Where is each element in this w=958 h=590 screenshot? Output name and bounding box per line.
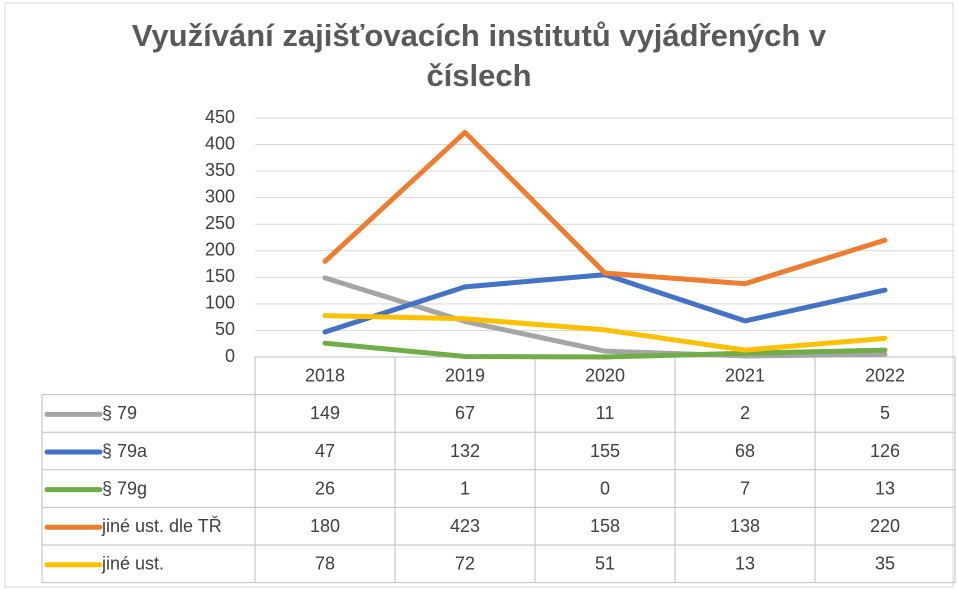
table-value: 2 bbox=[740, 403, 750, 423]
table-value: 35 bbox=[875, 554, 895, 574]
table-value: 423 bbox=[450, 516, 480, 536]
table-value: 68 bbox=[735, 441, 755, 461]
legend-label: jiné ust. bbox=[101, 554, 164, 574]
legend-label: § 79g bbox=[102, 478, 147, 498]
table-value: 26 bbox=[315, 478, 335, 498]
table-value: 149 bbox=[310, 403, 340, 423]
table-value: 7 bbox=[740, 478, 750, 498]
chart-border bbox=[4, 2, 954, 588]
legend-label: jiné ust. dle TŘ bbox=[101, 516, 222, 536]
x-tick-label: 2018 bbox=[305, 366, 345, 386]
legend-label: § 79a bbox=[102, 441, 148, 461]
y-tick-label: 200 bbox=[205, 240, 235, 260]
table-value: 0 bbox=[600, 478, 610, 498]
y-tick-label: 50 bbox=[215, 319, 235, 339]
table-value: 180 bbox=[310, 516, 340, 536]
table-value: 67 bbox=[455, 403, 475, 423]
table-value: 72 bbox=[455, 554, 475, 574]
y-tick-label: 0 bbox=[225, 346, 235, 366]
y-tick-label: 350 bbox=[205, 160, 235, 180]
series-line bbox=[322, 313, 888, 353]
y-tick-label: 450 bbox=[205, 107, 235, 127]
y-tick-label: 250 bbox=[205, 213, 235, 233]
table-value: 220 bbox=[870, 516, 900, 536]
legend-label: § 79 bbox=[102, 403, 137, 423]
y-tick-label: 400 bbox=[205, 133, 235, 153]
table-value: 126 bbox=[870, 441, 900, 461]
x-tick-label: 2021 bbox=[725, 366, 765, 386]
table-value: 138 bbox=[730, 516, 760, 536]
table-value: 5 bbox=[880, 403, 890, 423]
chart-title: Využívání zajišťovacích institutů vyjádř… bbox=[131, 18, 827, 93]
x-tick-label: 2019 bbox=[445, 366, 485, 386]
table-value: 51 bbox=[595, 554, 615, 574]
series-line bbox=[322, 129, 888, 287]
table-value: 158 bbox=[590, 516, 620, 536]
x-tick-label: 2020 bbox=[585, 366, 625, 386]
table-value: 1 bbox=[460, 478, 470, 498]
y-tick-label: 100 bbox=[205, 293, 235, 313]
series-line bbox=[322, 340, 888, 360]
table-value: 155 bbox=[590, 441, 620, 461]
table-value: 13 bbox=[735, 554, 755, 574]
y-tick-label: 300 bbox=[205, 186, 235, 206]
table-value: 47 bbox=[315, 441, 335, 461]
x-tick-label: 2022 bbox=[865, 366, 905, 386]
series-line bbox=[322, 275, 888, 359]
table-value: 132 bbox=[450, 441, 480, 461]
table-value: 11 bbox=[596, 403, 615, 423]
table-value: 78 bbox=[315, 554, 335, 574]
y-tick-label: 150 bbox=[205, 266, 235, 286]
table-value: 13 bbox=[875, 478, 895, 498]
